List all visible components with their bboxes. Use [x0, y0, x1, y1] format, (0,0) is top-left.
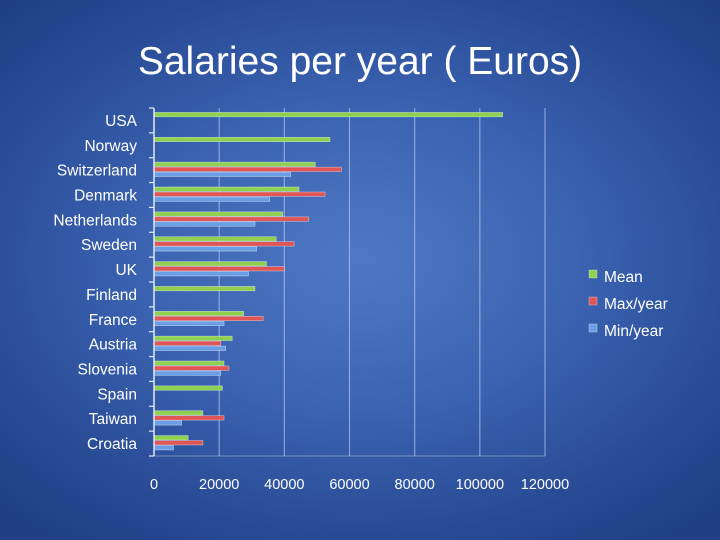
legend-label: Min/year [604, 323, 663, 340]
category-label-croatia: Croatia [87, 436, 137, 453]
bar-switzerland-min-year [153, 171, 292, 177]
bar-slovenia-min-year [153, 370, 222, 376]
bar-france-mean [153, 310, 244, 316]
bar-austria-mean [153, 335, 233, 341]
category-label-slovenia: Slovenia [78, 362, 138, 379]
category-label-norway: Norway [84, 138, 137, 155]
bar-austria-max-year [153, 340, 222, 346]
bar-austria-min-year [153, 345, 226, 351]
category-label-austria: Austria [89, 337, 138, 354]
legend-label: Mean [604, 269, 643, 286]
x-tick-label-80000: 80000 [395, 477, 435, 493]
tick-labels: 0 20000 40000 60000 80000 100000 120000 [150, 477, 569, 493]
bar-slovenia-mean [153, 360, 225, 366]
bar-sweden-min-year [153, 246, 257, 252]
bar-taiwan-mean [153, 410, 204, 416]
bar-finland-mean [153, 286, 256, 292]
legend-item-max-year: Max/year [588, 296, 668, 313]
x-tick-label-120000: 120000 [521, 477, 569, 493]
gridlines [218, 108, 546, 456]
category-label-finland: Finland [86, 287, 137, 304]
bar-taiwan-max-year [153, 415, 225, 421]
category-label-usa: USA [105, 113, 138, 130]
axes [149, 107, 545, 457]
slide-title: Salaries per year ( Euros) [137, 40, 583, 83]
category-label-denmark: Denmark [74, 188, 137, 205]
category-label-spain: Spain [97, 386, 137, 403]
category-label-sweden: Sweden [81, 237, 137, 254]
bar-netherlands-max-year [153, 216, 310, 222]
x-tick-label-40000: 40000 [264, 477, 304, 493]
bar-norway-mean [153, 136, 331, 142]
bars [153, 112, 503, 451]
x-tick-label-0: 0 [150, 477, 158, 493]
category-label-switzerland: Switzerland [57, 163, 137, 180]
bar-usa-mean [153, 112, 503, 118]
bar-france-min-year [153, 320, 225, 326]
bar-spain-mean [153, 385, 223, 391]
bar-sweden-mean [153, 236, 277, 242]
legend-label: Max/year [604, 296, 668, 313]
legend-item-min-year: Min/year [588, 323, 663, 340]
bar-croatia-mean [153, 435, 189, 441]
bar-uk-max-year [153, 266, 285, 272]
bar-switzerland-max-year [153, 166, 342, 172]
legend-swatch [588, 269, 598, 279]
x-tick-label-60000: 60000 [329, 477, 369, 493]
bar-denmark-min-year [153, 196, 270, 202]
category-label-france: France [89, 312, 137, 329]
category-label-taiwan: Taiwan [89, 411, 137, 428]
bar-uk-min-year [153, 271, 249, 277]
x-tick-label-100000: 100000 [456, 477, 504, 493]
bar-denmark-max-year [153, 191, 326, 197]
bar-denmark-mean [153, 186, 300, 192]
legend-item-mean: Mean [588, 269, 643, 286]
bar-croatia-min-year [153, 445, 174, 451]
bar-taiwan-min-year [153, 420, 182, 426]
category-labels: USA Norway Switzerland Denmark Netherlands Sw… [53, 113, 137, 453]
bar-uk-mean [153, 261, 267, 267]
legend: Mean Max/year Min/year [588, 269, 668, 340]
bar-sweden-max-year [153, 241, 295, 247]
bar-switzerland-mean [153, 161, 316, 167]
bar-croatia-max-year [153, 440, 204, 446]
category-label-uk: UK [115, 262, 137, 279]
bar-netherlands-min-year [153, 221, 256, 227]
legend-swatch [588, 323, 598, 333]
category-label-netherlands: Netherlands [53, 212, 137, 229]
x-tick-label-20000: 20000 [199, 477, 239, 493]
bar-slovenia-max-year [153, 365, 230, 371]
bar-netherlands-mean [153, 211, 284, 217]
bar-france-max-year [153, 315, 264, 321]
legend-swatch [588, 296, 598, 306]
